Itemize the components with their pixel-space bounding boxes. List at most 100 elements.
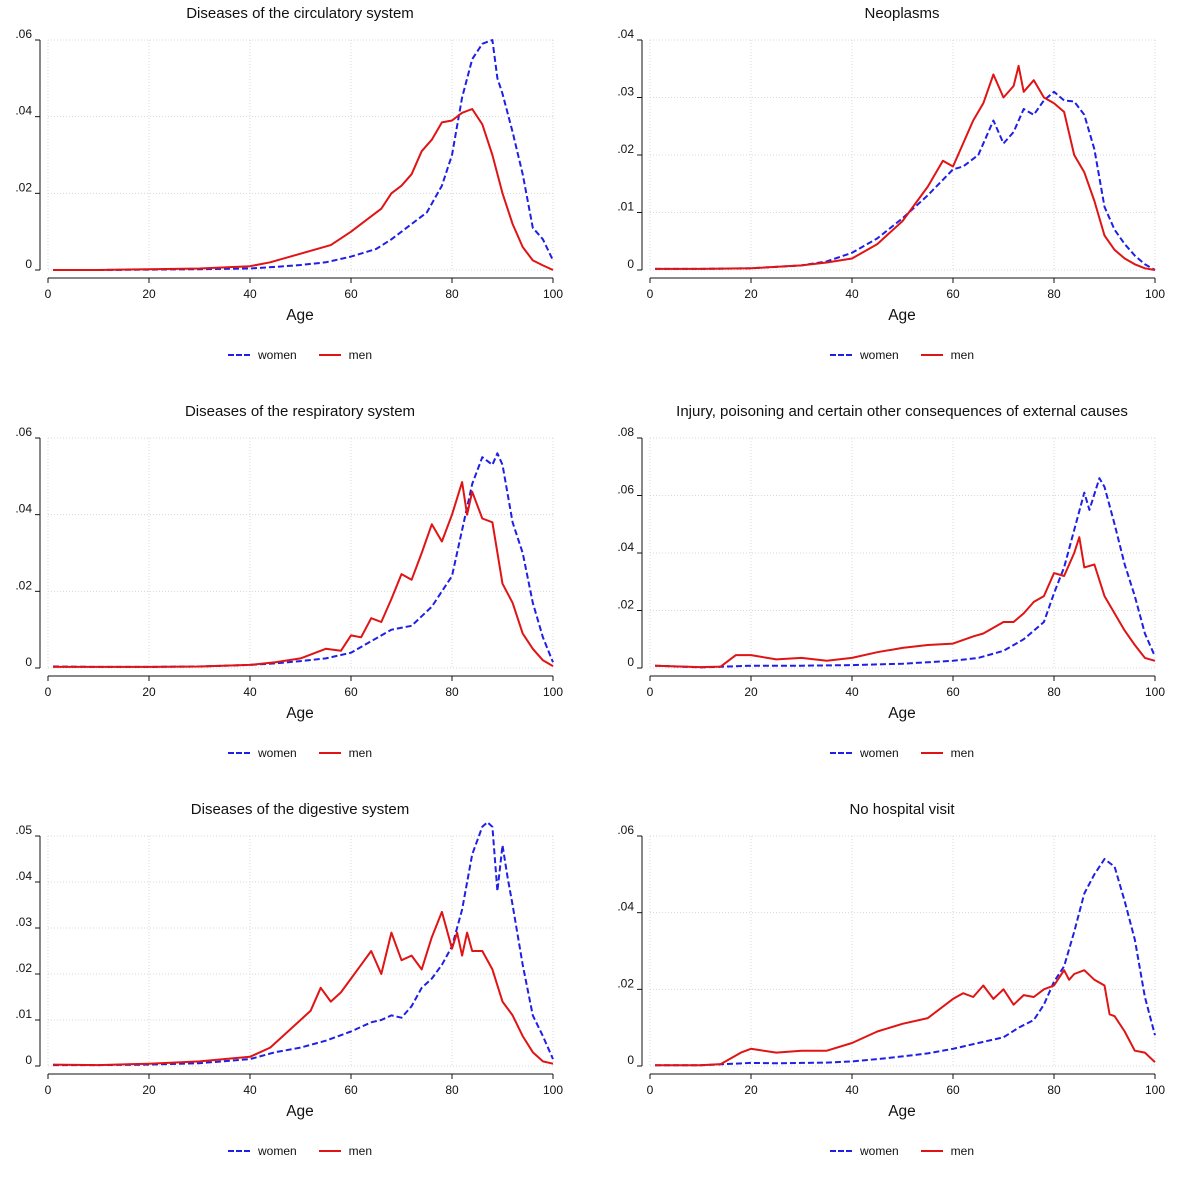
chart-panel: Diseases of the respiratory system 0 20 40 6… [0,398,588,786]
chart-plot: 0 20 40 60 80 100 0 .02 .04 .06 .08 [617,425,1165,699]
legend-item-women: women [227,348,297,362]
x-tick-label: 80 [445,685,459,699]
y-tick-label: .06 [617,483,634,497]
x-tick-label: 20 [142,685,156,699]
x-axis-label: Age [286,1103,314,1120]
y-tick-label: .06 [617,823,634,837]
legend-label: men [348,1144,373,1158]
legend-label: women [859,746,899,760]
x-tick-label: 40 [845,1083,859,1097]
x-tick-label: 0 [45,685,52,699]
series-line-men [53,108,554,271]
legend-swatch [829,752,852,754]
y-tick-label: .04 [617,540,634,554]
x-tick-label: 40 [845,685,859,699]
x-tick-label: 20 [744,287,758,301]
y-tick-label: .01 [15,1007,32,1021]
legend-label: men [950,746,975,760]
x-tick-label: 40 [243,685,257,699]
chart-legend: women men [602,744,1177,762]
y-tick-label: 0 [627,655,634,669]
legend-swatch [829,1150,852,1152]
y-tick-label: .05 [15,823,32,837]
series-line-men [655,64,1156,271]
y-tick-label: .04 [15,502,32,516]
series-line-women [53,39,554,271]
legend-item-women: women [227,1144,297,1158]
legend-swatch [318,354,341,356]
x-tick-label: 60 [946,1083,960,1097]
chart-panel: Diseases of the digestive system 0 20 40 60 8… [0,796,588,1184]
legend-label: women [257,348,297,362]
x-tick-label: 60 [344,287,358,301]
chart-title: Injury, poisoning and certain other cons… [676,403,1128,420]
legend-label: women [859,1144,899,1158]
y-tick-label: .02 [15,578,32,592]
y-tick-label: 0 [25,257,32,271]
x-tick-label: 100 [543,1083,563,1097]
x-tick-label: 20 [744,1083,758,1097]
y-tick-label: .02 [617,976,634,990]
chart-title: Diseases of the respiratory system [184,403,416,420]
legend-label: men [348,348,373,362]
chart-panel: Diseases of the circulatory system 0 20 40 6… [0,0,588,388]
chart-title: Neoplasms [864,5,940,22]
legend-item-women: women [829,746,899,760]
y-tick-label: .02 [15,961,32,975]
x-tick-label: 20 [744,685,758,699]
chart-plot: 0 20 40 60 80 100 0 .02 .04 .06 [15,425,563,699]
chart-panel: Injury, poisoning and certain other cons… [602,398,1177,786]
legend-label: men [950,1144,975,1158]
legend-item-men: men [318,1144,373,1158]
x-tick-label: 40 [243,1083,257,1097]
legend-item-men: men [318,348,373,362]
x-tick-label: 40 [243,287,257,301]
x-tick-label: 0 [647,1083,654,1097]
series-line-men [654,536,1156,669]
y-tick-label: .08 [617,425,634,439]
x-tick-label: 20 [142,1083,156,1097]
x-tick-label: 20 [142,287,156,301]
x-tick-label: 80 [1047,685,1061,699]
x-tick-label: 80 [1047,1083,1061,1097]
x-axis-label: Age [888,307,916,324]
x-tick-label: 100 [543,685,563,699]
y-tick-label: .03 [15,915,32,929]
legend-item-men: men [318,746,373,760]
x-tick-label: 100 [1145,1083,1165,1097]
y-tick-label: .04 [617,900,634,914]
chart-panel: No hospital visit 0 20 40 60 80 100 0 .02 .04 .06 A… [602,796,1177,1184]
x-axis-label: Age [286,705,314,722]
y-tick-label: .03 [617,85,634,99]
series-line-women [654,477,1156,669]
chart-title: No hospital visit [849,801,955,818]
legend-item-men: men [920,348,974,362]
x-tick-label: 80 [445,287,459,301]
y-tick-label: 0 [25,1053,32,1067]
x-tick-label: 60 [344,685,358,699]
x-tick-label: 60 [946,287,960,301]
x-tick-label: 100 [1145,685,1165,699]
series-line-women [52,452,554,668]
legend-item-women: women [829,1144,899,1158]
x-tick-label: 60 [946,685,960,699]
chart-legend: women men [0,744,600,762]
y-tick-label: .06 [15,27,32,41]
chart-plot: 0 20 40 60 80 100 0 .01 .02 .03 .04 .05 [15,821,563,1097]
x-tick-label: 0 [647,287,654,301]
chart-plot: 0 20 40 60 80 100 0 .01 .02 .03 .04 [617,27,1165,301]
legend-label: men [348,746,373,760]
x-tick-label: 100 [1145,287,1165,301]
chart-title: Diseases of the digestive system [190,801,410,818]
series-line-women [655,90,1156,271]
chart-legend: women men [602,1142,1177,1160]
x-axis-label: Age [888,1103,916,1120]
series-line-men [655,969,1156,1067]
chart-title: Diseases of the circulatory system [186,5,414,22]
legend-swatch [920,1150,943,1152]
legend-item-men: men [920,746,975,760]
legend-item-women: women [829,348,899,362]
series-line-men [53,481,554,668]
y-tick-label: .02 [15,180,32,194]
